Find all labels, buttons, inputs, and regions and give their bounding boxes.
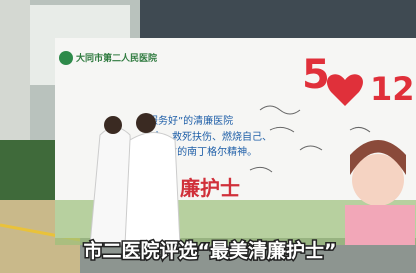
- logo: [59, 51, 73, 65]
- slogan-line: ”的南丁格尔精神。: [172, 145, 257, 158]
- nurse-head: [104, 116, 122, 134]
- slogan-line: 服务好”的清廉医院: [148, 114, 233, 127]
- date-day: 12: [370, 70, 415, 108]
- banner-title: 廉护士: [180, 176, 240, 200]
- caption: 市二医院评选“最美清廉护士”: [84, 239, 337, 262]
- hospital-name: 大同市第二人民医院: [76, 52, 157, 64]
- illustration-flowers: [345, 205, 415, 245]
- page: {"photo": {"banner": {"hospital_name": "…: [0, 0, 416, 273]
- date-month: 5: [302, 52, 330, 98]
- nurse: [125, 133, 180, 246]
- shrubs: [0, 140, 60, 200]
- nurse-head: [136, 113, 156, 133]
- photo: 大同市第二人民医院 5 12 服务好”的清廉医院 命、救死扶伤、燃烧自己、 ”的…: [0, 0, 416, 273]
